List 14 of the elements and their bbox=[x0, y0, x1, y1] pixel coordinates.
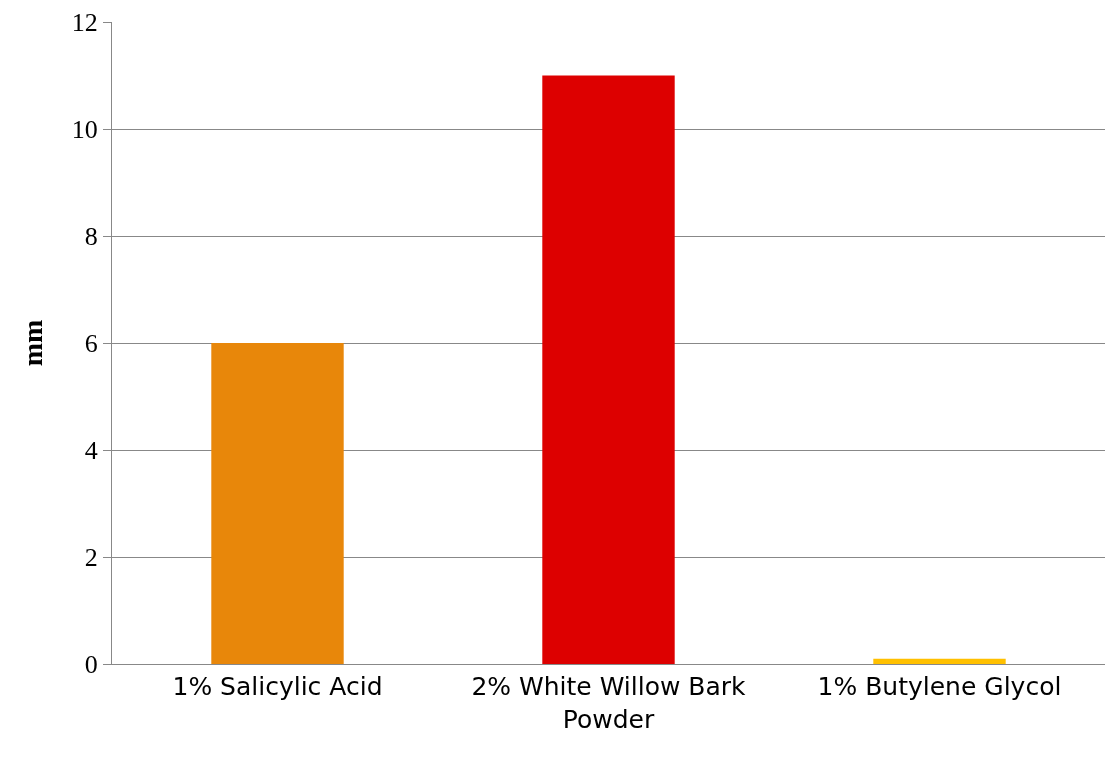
bar bbox=[873, 658, 1006, 664]
y-tick-label: 8 bbox=[84, 222, 98, 252]
bar bbox=[211, 343, 344, 664]
y-tick-label: 0 bbox=[84, 650, 98, 680]
x-tick-label: 1% Salicylic Acid bbox=[172, 672, 383, 701]
y-tick-label: 2 bbox=[84, 543, 98, 573]
x-tick-label: 1% Butylene Glycol bbox=[817, 672, 1062, 701]
bar bbox=[542, 75, 675, 664]
y-tick-label: 4 bbox=[84, 436, 98, 466]
y-tick-label: 12 bbox=[71, 8, 98, 38]
x-tick-label: 2% White Willow Bark Powder bbox=[471, 672, 747, 734]
y-tick-label: 10 bbox=[71, 115, 98, 145]
y-axis-title: mm bbox=[17, 319, 49, 367]
y-tick-label: 6 bbox=[84, 329, 98, 359]
